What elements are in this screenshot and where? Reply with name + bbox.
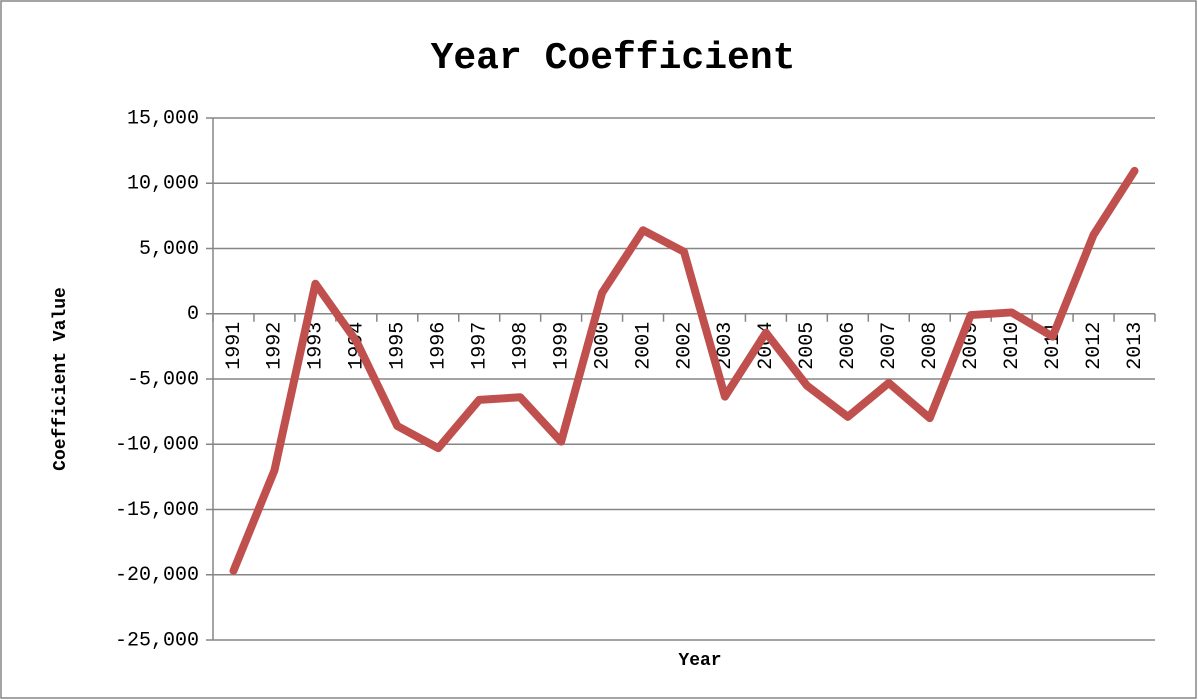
x-tick-label: 2001	[632, 322, 655, 370]
x-tick-label: 2005	[796, 322, 819, 370]
y-axis-label: Coefficient Value	[51, 287, 71, 471]
y-tick-label: -25,000	[115, 629, 199, 652]
x-tick-label: 1997	[468, 322, 491, 370]
x-tick-label: 2012	[1083, 322, 1106, 370]
y-tick-label: 15,000	[127, 107, 199, 130]
x-tick-label: 1995	[387, 322, 410, 370]
x-tick-label: 1993	[305, 322, 328, 370]
x-tick-label: 2008	[919, 322, 942, 370]
x-tick-label: 1998	[509, 322, 532, 370]
y-tick-label: -20,000	[115, 564, 199, 587]
data-line	[229, 166, 1139, 575]
x-tick-label: 2003	[714, 322, 737, 370]
y-tick-label: 0	[187, 303, 199, 326]
x-tick-label: 2013	[1124, 322, 1147, 370]
x-tick-label: 1991	[223, 322, 246, 370]
x-axis-label: Year	[678, 651, 721, 671]
chart-title: Year Coefficient	[431, 37, 796, 80]
y-tick-label: -10,000	[115, 434, 199, 457]
x-tick-label: 2006	[837, 322, 860, 370]
x-tick-label: 1992	[264, 322, 287, 370]
y-tick-label: 5,000	[139, 238, 199, 261]
x-tick-label: 2002	[673, 322, 696, 370]
x-tick-label: 2007	[878, 322, 901, 370]
y-tick-label: -5,000	[127, 368, 199, 391]
y-tick-label: 10,000	[127, 173, 199, 196]
x-tick-label: 1999	[550, 322, 573, 370]
y-tick-label: -15,000	[115, 499, 199, 522]
x-tick-label: 2010	[1001, 322, 1024, 370]
x-tick-label: 2000	[591, 322, 614, 370]
x-tick-label: 1996	[428, 322, 451, 370]
